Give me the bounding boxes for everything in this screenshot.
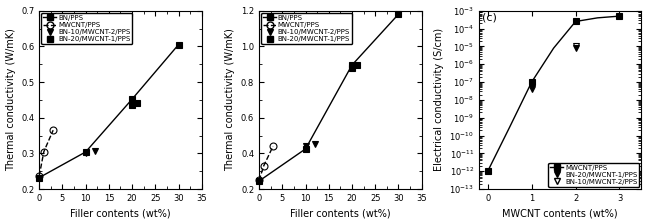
Y-axis label: Electrical conductivity (S/cm): Electrical conductivity (S/cm) (434, 28, 444, 171)
Text: (c): (c) (482, 13, 497, 23)
Legend: MWCNT/PPS, BN-20/MWCNT-1/PPS, BN-10/MWCNT-2/PPS: MWCNT/PPS, BN-20/MWCNT-1/PPS, BN-10/MWCN… (549, 163, 639, 187)
Text: (b): (b) (262, 13, 278, 23)
Y-axis label: Thermal conductivity (W/mK): Thermal conductivity (W/mK) (6, 28, 16, 171)
X-axis label: Filler contents (wt%): Filler contents (wt%) (70, 209, 171, 218)
Legend: BN/PPS, MWCNT/PPS, BN-10/MWCNT-2/PPS, BN-20/MWCNT-1/PPS: BN/PPS, MWCNT/PPS, BN-10/MWCNT-2/PPS, BN… (261, 13, 352, 44)
X-axis label: MWCNT contents (wt%): MWCNT contents (wt%) (502, 209, 618, 218)
Text: (a): (a) (43, 13, 58, 23)
Y-axis label: Thermal conductivity (W/mK): Thermal conductivity (W/mK) (225, 28, 236, 171)
Legend: BN/PPS, MWCNT/PPS, BN-10/MWCNT-2/PPS, BN-20/MWCNT-1/PPS: BN/PPS, MWCNT/PPS, BN-10/MWCNT-2/PPS, BN… (41, 13, 132, 44)
X-axis label: Filler contents (wt%): Filler contents (wt%) (290, 209, 391, 218)
